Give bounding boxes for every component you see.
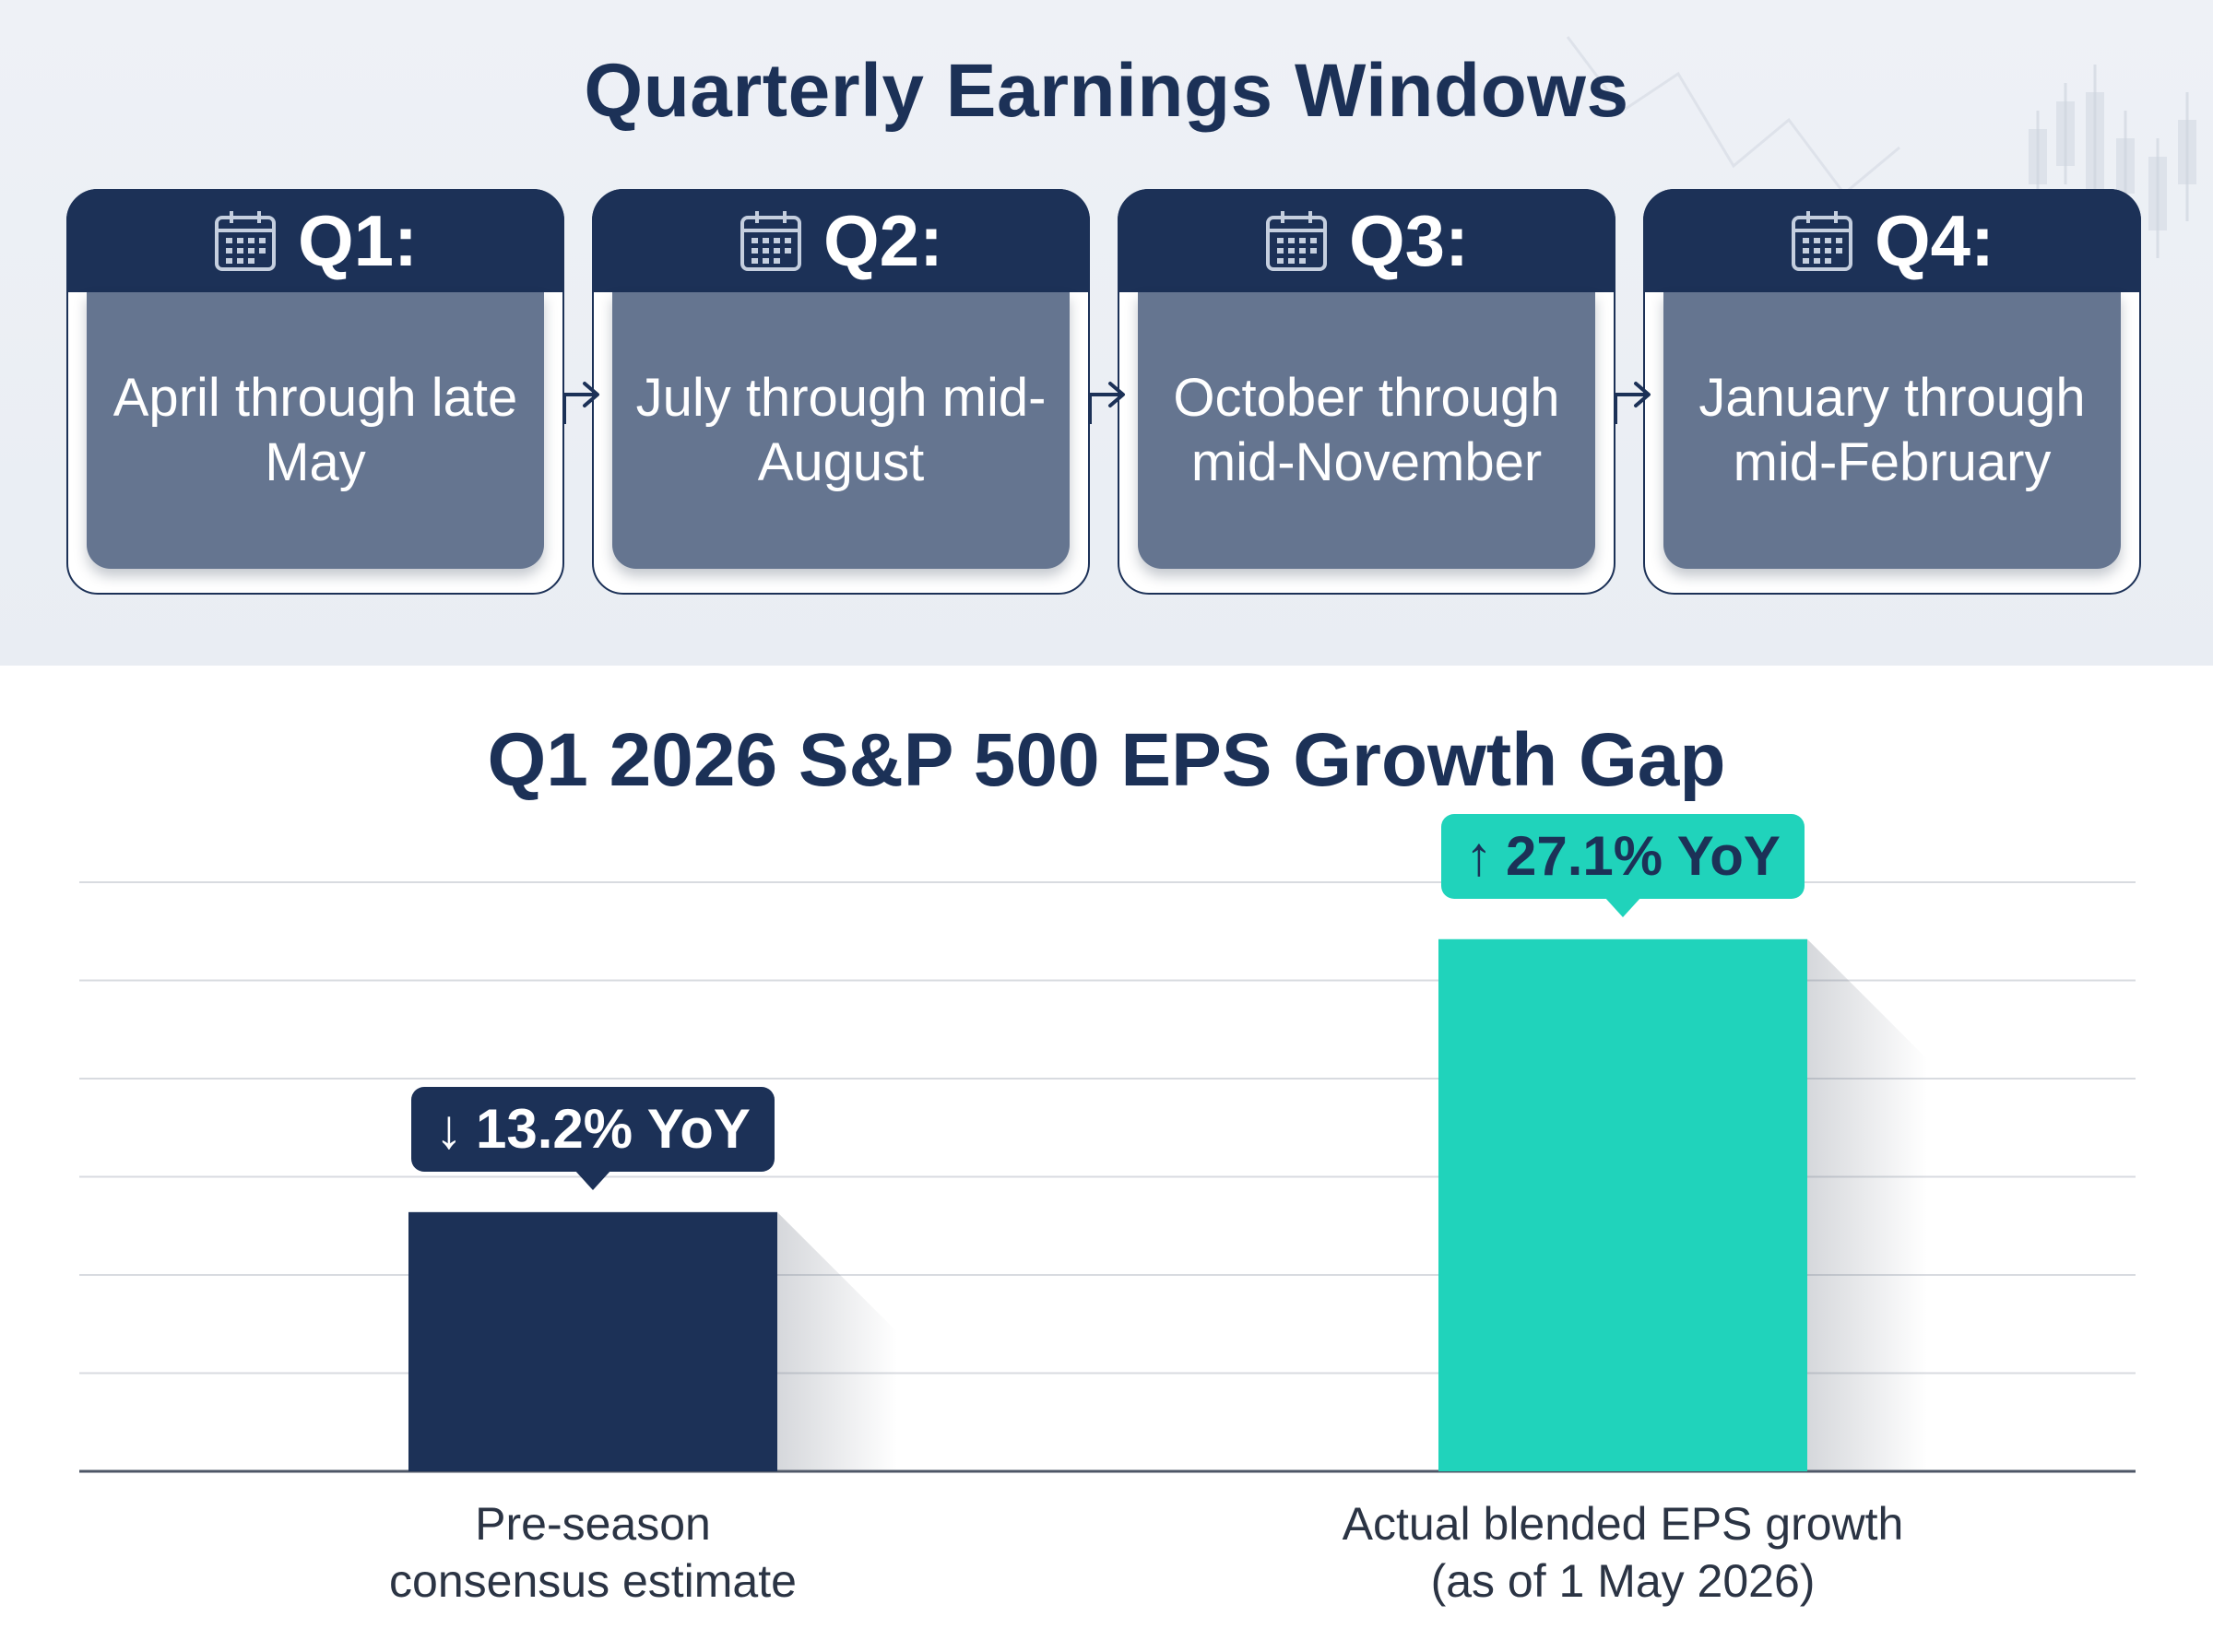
calendar-icon [214,211,276,271]
bar-0 [408,1211,777,1471]
data-label-text: 27.1% YoY [1506,825,1781,888]
calendar-icon [1791,211,1852,271]
category-label-0: Pre-season consensus estimate [243,1495,943,1610]
calendar-icon [740,211,801,271]
quarter-period-box: July through mid-August [612,292,1070,569]
quarter-label: Q4: [1874,200,1995,281]
bar-shadow [1807,938,1927,1471]
data-label-0: ↓ 13.2% YoY [411,1086,775,1190]
chart-title: Q1 2026 S&P 500 EPS Growth Gap [487,718,1726,802]
quarter-header: Q2: [592,189,1090,292]
data-label-text: 13.2% YoY [476,1098,751,1161]
label-pointer [574,1169,611,1190]
bar-1 [1438,938,1807,1471]
arrow-right-icon [562,382,599,424]
arrow-up-icon: ↑ [1465,825,1493,888]
quarter-period: July through mid-August [635,368,1047,492]
quarter-header: Q4: [1643,189,2141,292]
quarter-period: October through mid-November [1173,368,1560,492]
quarter-card-q3: Q3: October through mid-November [1118,189,1615,595]
quarter-period-box: January through mid-February [1663,292,2121,569]
quarter-label: Q3: [1348,200,1470,281]
quarter-card-q2: Q2: July through mid-August [592,189,1090,595]
quarter-period: April through late May [112,368,518,492]
quarter-label: Q1: [297,200,419,281]
calendar-icon [1265,211,1327,271]
data-label-1: ↑ 27.1% YoY [1441,813,1805,917]
windows-title: Quarterly Earnings Windows [584,49,1629,133]
category-label-line: (as of 1 May 2026) [1430,1555,1816,1607]
label-pointer [1604,896,1641,917]
quarter-card-q4: Q4: January through mid-February [1643,189,2141,595]
quarter-period-box: April through late May [87,292,544,569]
arrow-right-icon [1614,382,1651,424]
quarter-header: Q3: [1118,189,1615,292]
quarter-label: Q2: [822,200,944,281]
earnings-windows-section: Quarterly Earnings Windows Q1: [0,0,2213,666]
quarter-period-box: October through mid-November [1138,292,1595,569]
category-label-line: consensus estimate [389,1555,797,1607]
quarter-card-q1: Q1: April through late May [66,189,564,595]
background-candlestick-decoration [1566,36,2196,258]
bar-shadow [777,1211,897,1471]
quarter-period: January through mid-February [1698,368,2086,492]
category-label-line: Actual blended EPS growth [1342,1498,1904,1550]
arrow-down-icon: ↓ [435,1098,463,1161]
category-label-line: Pre-season [475,1498,711,1550]
category-label-1: Actual blended EPS growth (as of 1 May 20… [1272,1495,1973,1610]
arrow-right-icon [1088,382,1125,424]
quarter-header: Q1: [66,189,564,292]
